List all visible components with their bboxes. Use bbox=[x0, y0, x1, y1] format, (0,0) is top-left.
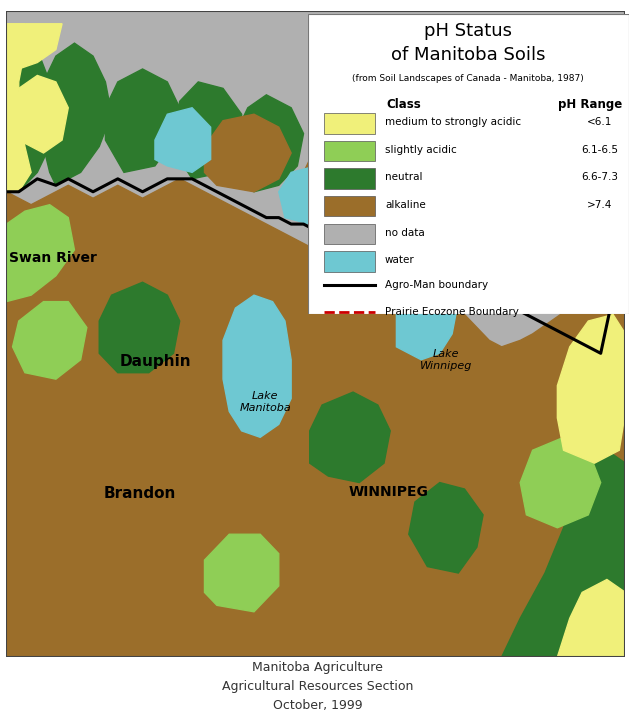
Text: of Manitoba Soils: of Manitoba Soils bbox=[391, 46, 545, 64]
Polygon shape bbox=[409, 482, 483, 573]
Polygon shape bbox=[6, 179, 625, 657]
Text: pH Range: pH Range bbox=[558, 98, 622, 111]
Polygon shape bbox=[13, 76, 69, 153]
Text: Lake
Manitoba: Lake Manitoba bbox=[239, 391, 291, 412]
Polygon shape bbox=[558, 315, 625, 464]
Text: Lake
Winnipeg: Lake Winnipeg bbox=[420, 349, 472, 370]
Bar bbox=[324, 224, 375, 244]
Text: Agro-Man boundary: Agro-Man boundary bbox=[385, 279, 488, 290]
Polygon shape bbox=[558, 580, 625, 657]
Text: water: water bbox=[385, 255, 415, 265]
Polygon shape bbox=[173, 82, 241, 179]
Bar bbox=[324, 141, 375, 161]
Text: slightly acidic: slightly acidic bbox=[385, 145, 457, 155]
Polygon shape bbox=[279, 166, 335, 224]
Bar bbox=[324, 168, 375, 189]
Polygon shape bbox=[384, 217, 439, 276]
Text: Dauphin: Dauphin bbox=[119, 354, 190, 368]
Text: Class: Class bbox=[387, 98, 422, 111]
Text: Prairie Ecozone Boundary: Prairie Ecozone Boundary bbox=[385, 308, 519, 317]
Bar bbox=[324, 196, 375, 217]
Polygon shape bbox=[366, 140, 421, 192]
Polygon shape bbox=[204, 114, 291, 192]
Text: alkaline: alkaline bbox=[385, 200, 425, 210]
Polygon shape bbox=[236, 95, 304, 192]
Polygon shape bbox=[396, 205, 458, 360]
Text: >7.4: >7.4 bbox=[587, 200, 613, 210]
Bar bbox=[324, 251, 375, 271]
Text: Swan River: Swan River bbox=[9, 251, 97, 265]
Text: pH Status: pH Status bbox=[424, 22, 512, 40]
Text: medium to strongly acidic: medium to strongly acidic bbox=[385, 117, 521, 127]
Polygon shape bbox=[310, 392, 390, 482]
Polygon shape bbox=[297, 147, 378, 224]
Polygon shape bbox=[13, 302, 87, 379]
Polygon shape bbox=[6, 24, 56, 192]
Polygon shape bbox=[6, 24, 31, 192]
Polygon shape bbox=[105, 69, 180, 173]
Polygon shape bbox=[155, 108, 211, 173]
Text: 6.1-6.5: 6.1-6.5 bbox=[581, 145, 618, 155]
Text: 6.6-7.3: 6.6-7.3 bbox=[581, 173, 618, 183]
Text: no data: no data bbox=[385, 227, 425, 238]
Polygon shape bbox=[204, 534, 279, 612]
Polygon shape bbox=[6, 24, 62, 76]
Polygon shape bbox=[6, 205, 74, 302]
Bar bbox=[324, 113, 375, 134]
Text: WINNIPEG: WINNIPEG bbox=[349, 485, 429, 499]
Polygon shape bbox=[520, 438, 601, 528]
Text: (from Soil Landscapes of Canada - Manitoba, 1987): (from Soil Landscapes of Canada - Manito… bbox=[352, 74, 584, 83]
Text: neutral: neutral bbox=[385, 173, 422, 183]
Polygon shape bbox=[99, 282, 180, 373]
Polygon shape bbox=[502, 451, 625, 657]
Polygon shape bbox=[37, 43, 112, 186]
Polygon shape bbox=[310, 147, 378, 237]
Text: Brandon: Brandon bbox=[104, 486, 176, 501]
Text: <6.1: <6.1 bbox=[587, 117, 613, 127]
Text: Manitoba Agriculture
Agricultural Resources Section
October, 1999: Manitoba Agriculture Agricultural Resour… bbox=[222, 661, 413, 712]
Polygon shape bbox=[223, 295, 291, 438]
